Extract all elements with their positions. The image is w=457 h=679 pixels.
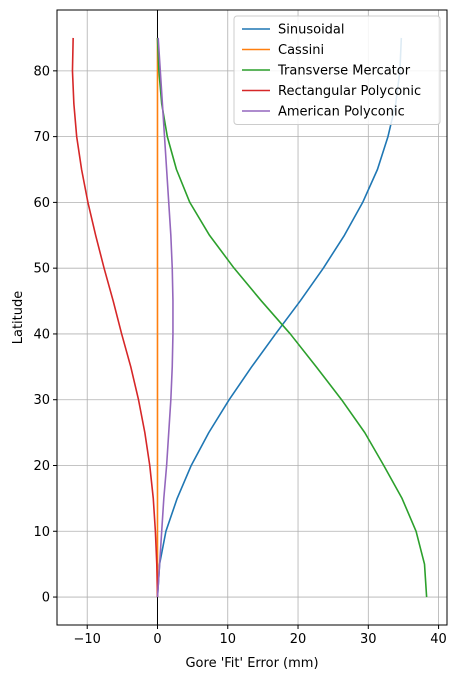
legend-label: Transverse Mercator (277, 64, 411, 79)
y-tick-label: 70 (33, 130, 50, 145)
y-tick-label: 10 (33, 525, 50, 540)
y-tick-label: 40 (33, 327, 50, 342)
y-tick-label: 20 (33, 459, 50, 474)
x-tick-label: 30 (360, 632, 377, 647)
x-tick-label: 20 (290, 632, 307, 647)
x-tick-label: 40 (430, 632, 447, 647)
legend: Sinusoidal Cassini Transverse Mercator Rect… (233, 15, 441, 125)
legend-label: Sinusoidal (278, 23, 345, 38)
plot-area (56, 9, 448, 626)
y-tick-label: 50 (33, 262, 50, 277)
y-tick-label: 0 (42, 591, 50, 606)
y-tick-label: 30 (33, 393, 50, 408)
series-line-sinusoidal (156, 37, 403, 598)
x-tick-label: 0 (153, 632, 161, 647)
y-axis: 0 10 20 30 40 50 60 70 80 (33, 64, 57, 606)
legend-label: Rectangular Polyconic (278, 84, 421, 99)
x-tick-label: −10 (73, 632, 100, 647)
y-tick-label: 60 (33, 196, 50, 211)
legend-box (233, 15, 441, 125)
y-tick-label: 80 (33, 64, 50, 79)
series-line-rectangular-polyconic (71, 37, 159, 598)
x-tick-label: 10 (219, 632, 236, 647)
legend-label: Cassini (278, 43, 324, 58)
x-axis-label: Gore 'Fit' Error (mm) (185, 656, 318, 671)
x-axis: −10 0 10 20 30 40 (73, 625, 447, 647)
y-axis-label: Latitude (11, 291, 26, 345)
series-lines (71, 37, 428, 598)
legend-label: American Polyconic (278, 105, 405, 120)
series-line-transverse-mercator (156, 37, 428, 598)
series-line-american-polyconic (156, 37, 174, 598)
